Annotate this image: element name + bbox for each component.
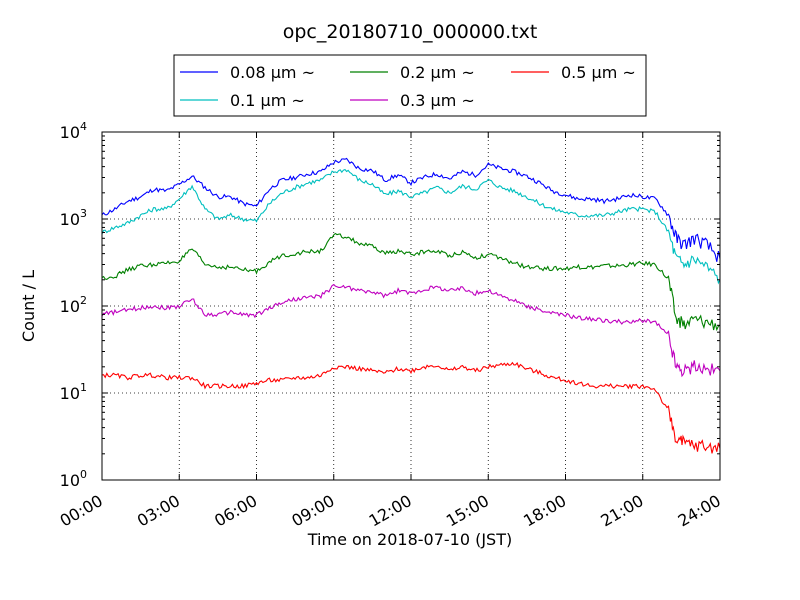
- grid: [102, 132, 720, 480]
- x-tick-label: 15:00: [443, 491, 492, 531]
- legend-label: 0.3 μm ~: [400, 91, 475, 110]
- x-tick-label: 12:00: [366, 491, 415, 531]
- x-tick-label: 03:00: [134, 491, 183, 531]
- y-tick-label: 104: [60, 120, 87, 142]
- chart-title: opc_20180710_000000.txt: [283, 21, 538, 43]
- x-tick-label: 18:00: [520, 491, 569, 531]
- x-tick-label: 06:00: [211, 491, 260, 531]
- y-axis-label: Count / L: [19, 270, 38, 342]
- series-line: [101, 157, 721, 262]
- legend-frame: [173, 54, 647, 117]
- legend: 0.08 μm ~ 0.1 μm ~ 0.2 μm ~ 0.3 μm ~ 0.5 μm …: [173, 54, 647, 117]
- y-tick-label: 103: [60, 207, 87, 229]
- series-line: [101, 361, 721, 454]
- x-tick-label: 24:00: [675, 491, 724, 531]
- y-tick-label: 101: [60, 381, 87, 403]
- x-tick-label: 21:00: [597, 491, 646, 531]
- series-line: [101, 283, 721, 378]
- series-group: [101, 157, 721, 454]
- y-axis: 100 101 102 103 104: [60, 120, 720, 490]
- legend-label: 0.2 μm ~: [400, 63, 475, 82]
- x-tick-label: 00:00: [57, 491, 106, 531]
- legend-label: 0.08 μm ~: [230, 63, 315, 82]
- legend-label: 0.5 μm ~: [561, 63, 636, 82]
- series-line: [101, 168, 721, 285]
- y-tick-label: 100: [60, 468, 87, 490]
- series-line: [101, 232, 721, 332]
- y-tick-label: 102: [60, 294, 87, 316]
- x-tick-label: 09:00: [288, 491, 337, 531]
- legend-label: 0.1 μm ~: [230, 91, 305, 110]
- x-axis-label: Time on 2018-07-10 (JST): [307, 530, 512, 549]
